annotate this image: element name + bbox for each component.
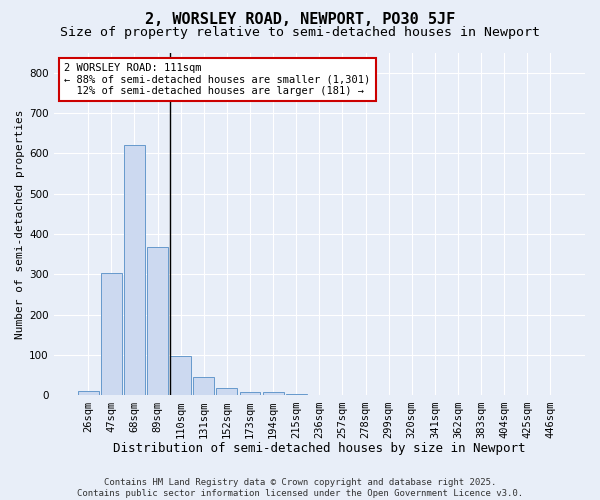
Bar bbox=[263, 392, 284, 396]
X-axis label: Distribution of semi-detached houses by size in Newport: Distribution of semi-detached houses by … bbox=[113, 442, 526, 455]
Bar bbox=[286, 394, 307, 396]
Bar bbox=[147, 247, 168, 396]
Bar bbox=[124, 146, 145, 396]
Bar bbox=[101, 273, 122, 396]
Y-axis label: Number of semi-detached properties: Number of semi-detached properties bbox=[15, 109, 25, 338]
Text: Size of property relative to semi-detached houses in Newport: Size of property relative to semi-detach… bbox=[60, 26, 540, 39]
Bar bbox=[193, 376, 214, 396]
Text: 2, WORSLEY ROAD, NEWPORT, PO30 5JF: 2, WORSLEY ROAD, NEWPORT, PO30 5JF bbox=[145, 12, 455, 28]
Bar bbox=[217, 388, 237, 396]
Bar bbox=[239, 392, 260, 396]
Text: Contains HM Land Registry data © Crown copyright and database right 2025.
Contai: Contains HM Land Registry data © Crown c… bbox=[77, 478, 523, 498]
Text: 2 WORSLEY ROAD: 111sqm
← 88% of semi-detached houses are smaller (1,301)
  12% o: 2 WORSLEY ROAD: 111sqm ← 88% of semi-det… bbox=[64, 63, 371, 96]
Bar bbox=[78, 390, 98, 396]
Bar bbox=[170, 356, 191, 396]
